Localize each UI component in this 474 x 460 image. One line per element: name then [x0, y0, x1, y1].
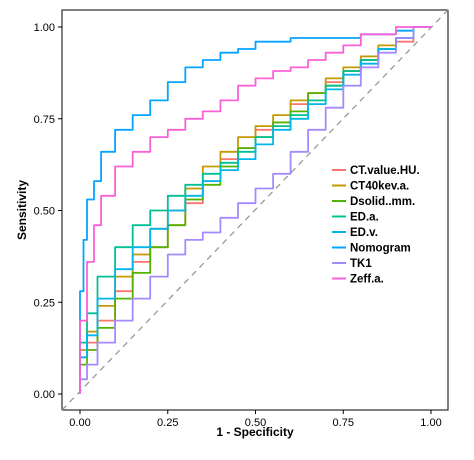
y-axis-title: Sensitivity: [15, 180, 29, 240]
legend-label: TK1: [350, 258, 372, 270]
y-tick-label: 0.25: [34, 297, 55, 309]
roc-line-nomogram: [79, 26, 431, 394]
x-tick-label: 1.00: [420, 417, 441, 429]
roc-line-tk1: [79, 26, 431, 394]
legend-label: ED.a.: [350, 212, 379, 224]
roc-line-zeff-a: [79, 26, 431, 394]
x-tick-label: 0.50: [245, 417, 266, 429]
y-tick-label: 0.00: [34, 389, 55, 401]
x-tick-label: 0.25: [157, 417, 178, 429]
y-tick-label: 0.75: [34, 114, 55, 126]
y-tick-label: 0.50: [34, 206, 55, 218]
y-tick-label: 1.00: [34, 22, 55, 34]
legend-label: Zeff.a.: [350, 274, 384, 286]
legend-label: CT40kev.a.: [350, 181, 409, 193]
roc-line-ed-v: [79, 26, 431, 394]
legend-label: ED.v.: [350, 227, 378, 239]
x-tick-label: 0.75: [333, 417, 354, 429]
roc-line-ed-a: [79, 26, 431, 394]
x-tick-label: 0.00: [69, 417, 90, 429]
legend-label: Nomogram: [350, 243, 411, 255]
diagonal-reference-line: [61, 9, 449, 411]
x-axis-title: 1 - Specificity: [216, 425, 294, 439]
legend-label: CT.value.HU.: [350, 165, 420, 177]
legend-label: Dsolid..mm.: [350, 196, 415, 208]
